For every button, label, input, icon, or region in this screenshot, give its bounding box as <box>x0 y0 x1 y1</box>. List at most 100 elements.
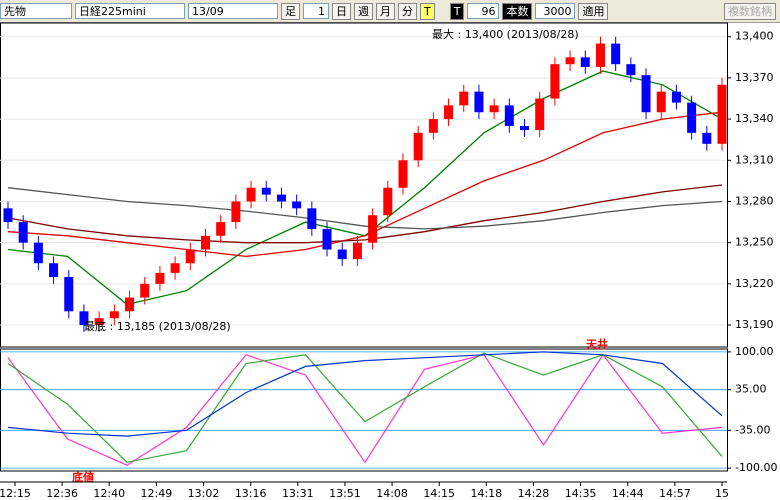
market-select[interactable]: 先物 <box>0 3 72 19</box>
candle-body <box>18 222 28 243</box>
multi-button[interactable]: 複数銘柄 <box>724 2 776 20</box>
candle-body <box>641 75 651 113</box>
y-tick-label: -35.00 <box>735 423 770 436</box>
y-tick-label: 13,340 <box>735 112 774 125</box>
candle-body <box>216 222 226 236</box>
bar-value[interactable]: 1 <box>303 3 329 19</box>
period-button[interactable]: 月 <box>376 2 395 20</box>
bottom-annotation: 底値 <box>72 470 94 484</box>
x-tick-label: 14:44 <box>612 487 644 500</box>
candle-body <box>611 43 621 65</box>
candle-body <box>550 64 560 99</box>
x-tick-label: 14:15 <box>423 487 455 500</box>
candle-body <box>246 187 256 202</box>
candle-body <box>200 235 210 250</box>
max-annotation: 最大 : 13,400 (2013/08/28) <box>432 27 579 41</box>
candle-body <box>565 57 575 65</box>
candle-body <box>125 297 135 312</box>
count-field[interactable]: 96 <box>467 3 500 19</box>
candle-body <box>428 119 438 133</box>
candle-body <box>656 91 666 113</box>
candle-body <box>140 283 150 298</box>
panel-frame <box>0 348 728 472</box>
candle-body <box>383 187 393 216</box>
bar-label: 足 <box>281 2 300 20</box>
y-tick-label: 13,280 <box>735 194 774 207</box>
toolbar: 先物 日経225mini 13/09 足 1 日 週 月 分 T T 96 本数… <box>0 0 780 23</box>
candle-body <box>231 201 241 223</box>
line-series <box>7 353 723 466</box>
period-button[interactable]: 分 <box>398 2 417 20</box>
symbol-select[interactable]: 日経225mini <box>75 3 185 19</box>
candle-body <box>459 91 469 106</box>
t-label: T <box>449 2 465 20</box>
candle-body <box>687 102 697 133</box>
y-tick-label: 13,370 <box>735 71 774 84</box>
candle-body <box>109 311 119 319</box>
y-tick-label: 35.00 <box>735 383 767 396</box>
line-series <box>7 184 723 244</box>
line-series <box>7 352 723 463</box>
y-tick-label: 13,310 <box>735 153 774 166</box>
x-tick-label: 13:31 <box>282 487 314 500</box>
candle-body <box>535 98 545 131</box>
candle-body <box>79 311 89 326</box>
candle-body <box>94 318 104 326</box>
candle-body <box>595 43 605 67</box>
x-tick-label: 12:36 <box>46 487 78 500</box>
x-tick-label: 14:08 <box>376 487 408 500</box>
x-tick-label: 15 <box>715 487 729 500</box>
candle-body <box>474 91 484 113</box>
candle-body <box>322 228 332 250</box>
apply-button[interactable]: 適用 <box>578 2 609 20</box>
candle-body <box>702 132 712 144</box>
line-series <box>7 187 723 230</box>
tick-button[interactable]: T <box>420 2 435 20</box>
bars-field[interactable]: 3000 <box>535 3 576 19</box>
x-tick-label: 12:15 <box>0 487 31 500</box>
candle-body <box>413 132 423 161</box>
candle-body <box>292 201 302 209</box>
candle-body <box>337 249 347 260</box>
candle-body <box>3 208 13 223</box>
candle-body <box>580 57 590 67</box>
x-tick-label: 14:35 <box>565 487 597 500</box>
count-label: 本数 <box>502 2 533 20</box>
candle-body <box>626 64 636 76</box>
candle-body <box>185 249 195 264</box>
x-tick-label: 12:49 <box>141 487 173 500</box>
y-tick-label: 100.00 <box>735 345 774 358</box>
x-tick-label: 13:51 <box>329 487 361 500</box>
candle-body <box>170 263 180 273</box>
contract-select[interactable]: 13/09 <box>188 3 278 19</box>
candle-body <box>489 105 499 113</box>
candle-body <box>261 187 271 195</box>
top-annotation: 天井 <box>586 337 608 351</box>
candle-body <box>155 272 165 284</box>
x-tick-label: 13:16 <box>235 487 267 500</box>
candle-body <box>368 215 378 243</box>
x-tick-label: 12:40 <box>93 487 125 500</box>
period-button[interactable]: 日 <box>332 2 351 20</box>
x-tick-label: 14:57 <box>659 487 691 500</box>
y-tick-label: 13,190 <box>735 318 774 331</box>
x-tick-label: 13:02 <box>188 487 220 500</box>
y-tick-label: 13,400 <box>735 30 774 43</box>
y-tick-label: 13,250 <box>735 236 774 249</box>
candle-body <box>352 242 362 260</box>
candle-body <box>64 276 74 312</box>
line-series <box>7 351 723 437</box>
candle-body <box>444 105 454 120</box>
candle-body <box>717 84 727 144</box>
line-series <box>7 111 723 258</box>
period-button[interactable]: 週 <box>354 2 373 20</box>
candle-body <box>276 194 286 202</box>
x-tick-label: 14:28 <box>518 487 550 500</box>
x-tick-label: 14:18 <box>470 487 502 500</box>
candle-body <box>307 208 317 229</box>
panel-frame <box>0 22 728 348</box>
candle-body <box>520 125 530 131</box>
line-series <box>7 70 723 306</box>
